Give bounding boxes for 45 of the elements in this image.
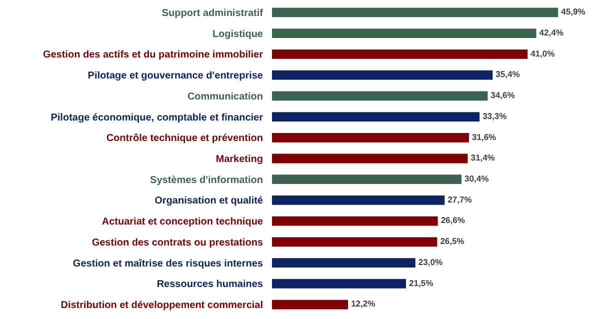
bar (272, 8, 558, 18)
y-tick-label: Gestion des contrats ou prestations (92, 237, 264, 248)
data-label: 21,5% (409, 278, 434, 288)
y-tick-label: Ressources humaines (156, 279, 264, 290)
y-tick-label: Communication (187, 91, 263, 102)
data-label: 12,2% (351, 298, 376, 309)
bar (272, 237, 438, 247)
data-label: 41,0% (530, 48, 556, 58)
data-label: 31,6% (472, 132, 497, 142)
bar (272, 196, 445, 205)
data-label: 34,6% (490, 90, 516, 100)
bar (272, 216, 438, 226)
bar (272, 279, 406, 288)
y-tick-label: Support administratif (162, 8, 264, 19)
bar (272, 49, 528, 59)
data-label: 26,6% (440, 215, 466, 226)
data-label: 27,7% (448, 194, 472, 204)
data-label: 23,0% (418, 256, 443, 267)
bar (272, 154, 468, 164)
y-tick-label: Gestion et maîtrise des risques internes (72, 258, 264, 270)
data-label: 31,4% (470, 152, 496, 163)
y-tick-label: Marketing (216, 154, 263, 165)
y-tick-label: Organisation et qualité (154, 196, 264, 207)
data-label: 35,4% (496, 69, 520, 80)
bar (272, 258, 416, 268)
y-tick-label: Actuariat et conception technique (102, 216, 264, 228)
y-tick-label: Systèmes d'information (150, 174, 263, 186)
y-tick-label: Gestion des actifs et du patrimoine immobilier (42, 50, 264, 61)
y-tick-label: Pilotage et gouvernance d'entreprise (88, 70, 264, 82)
y-tick-label: Logistique (212, 28, 264, 40)
y-tick-label: Distribution et développement commercial (60, 300, 264, 312)
data-label: 30,4% (464, 174, 490, 184)
y-tick-label: Contrôle technique et prévention (106, 133, 263, 144)
bar (272, 91, 488, 101)
bar (272, 28, 536, 38)
bar (272, 70, 493, 80)
data-label: 45,9% (561, 6, 586, 17)
data-label: 33,3% (482, 110, 508, 121)
bar (272, 132, 469, 142)
bar (272, 112, 480, 122)
y-tick-label: Pilotage économique, comptable et financier (50, 112, 264, 124)
bar (272, 300, 348, 310)
bar (272, 174, 462, 184)
data-label: 42,4% (539, 27, 564, 38)
data-label: 26,5% (440, 236, 465, 246)
